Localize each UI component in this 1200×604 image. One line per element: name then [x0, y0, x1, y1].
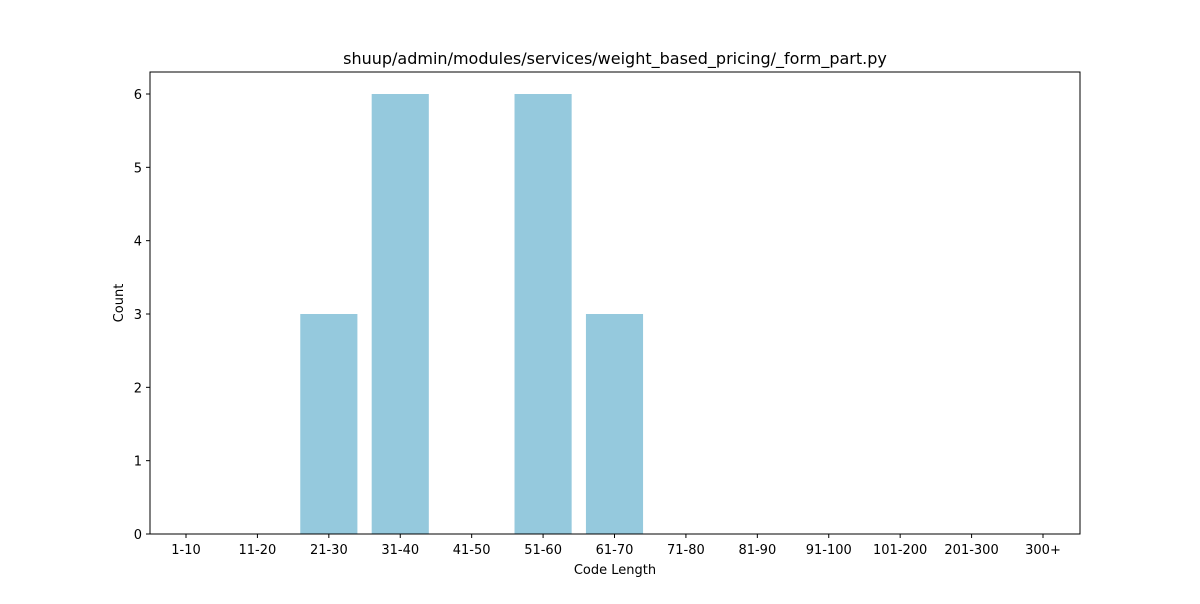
- bar-31-40: [371, 94, 429, 534]
- x-axis-label: Code Length: [574, 563, 656, 578]
- y-tick-label: 2: [134, 381, 142, 396]
- bars-layer: [300, 94, 644, 534]
- x-tick-label: 201-300: [944, 543, 998, 558]
- bar-51-60: [514, 94, 572, 534]
- x-tick-label: 300+: [1025, 543, 1061, 558]
- y-tick-label: 3: [134, 308, 142, 323]
- chart-title: shuup/admin/modules/services/weight_base…: [343, 49, 887, 69]
- x-tick-label: 51-60: [524, 543, 562, 558]
- bar-61-70: [585, 314, 644, 534]
- y-tick-label: 0: [134, 528, 142, 543]
- y-tick-label: 1: [134, 455, 142, 470]
- x-axis-ticks: 1-10 11-20 21-30 31-40 41-50 51-60 61-70 71-80 8…: [171, 534, 1061, 558]
- y-tick-label: 4: [134, 235, 142, 250]
- plot-frame: [149, 71, 1081, 535]
- x-tick-label: 1-10: [171, 543, 201, 558]
- x-tick-label: 71-80: [667, 543, 705, 558]
- x-tick-label: 11-20: [239, 543, 277, 558]
- x-tick-label: 101-200: [873, 543, 927, 558]
- x-tick-label: 61-70: [596, 543, 634, 558]
- x-tick-label: 81-90: [738, 543, 776, 558]
- x-tick-label: 31-40: [381, 543, 419, 558]
- y-axis-ticks: 0 1 2 3 4 5 6: [134, 88, 150, 543]
- bar-21-30: [300, 314, 358, 534]
- y-axis-label: Count: [112, 284, 127, 323]
- y-tick-label: 5: [134, 161, 142, 176]
- y-tick-label: 6: [134, 88, 142, 103]
- x-tick-label: 41-50: [453, 543, 491, 558]
- x-tick-label: 21-30: [310, 543, 348, 558]
- x-tick-label: 91-100: [806, 543, 852, 558]
